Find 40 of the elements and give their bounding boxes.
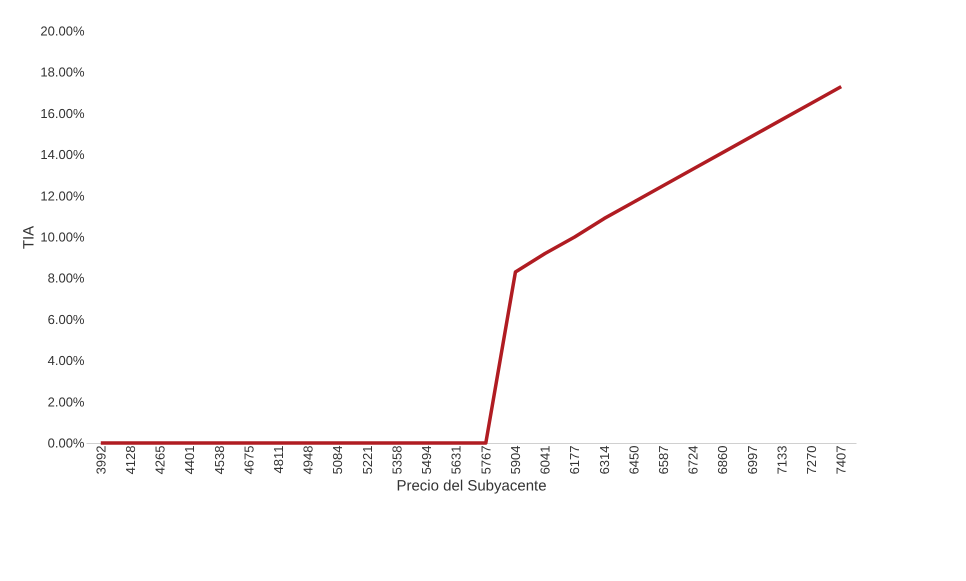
x-tick-label: 4128 (122, 446, 138, 474)
x-tick-label: 4538 (212, 446, 227, 474)
y-tick-label: 18.00% (40, 64, 85, 80)
x-tick-label: 5358 (389, 446, 404, 474)
y-tick-label: 0.00% (48, 436, 85, 450)
x-tick-label: 4675 (241, 446, 256, 474)
y-tick-label: 6.00% (48, 312, 85, 327)
y-tick-label: 2.00% (48, 394, 85, 410)
y-tick-label: 20.00% (40, 24, 85, 38)
y-tick-label: 14.00% (40, 147, 85, 162)
y-tick-label: 12.00% (40, 188, 85, 204)
x-tick-label: 6314 (596, 446, 612, 474)
x-tick-label: 6041 (538, 446, 553, 474)
y-axis-title: TIA (20, 226, 38, 250)
x-tick-label: 6997 (744, 446, 760, 474)
x-tick-label: 4401 (182, 446, 198, 474)
line-series (99, 84, 843, 445)
x-tick-label: 5494 (419, 446, 434, 474)
x-tick-label: 4811 (271, 446, 286, 474)
x-tick-label: 6450 (626, 446, 642, 474)
x-axis-title: Precio del Subyacente (396, 477, 547, 494)
y-tick-label: 10.00% (40, 230, 85, 244)
x-tick-label: 7270 (804, 446, 820, 474)
x-tick-label: 6587 (656, 446, 671, 474)
x-tick-label: 6724 (686, 446, 701, 474)
x-tick-label: 5084 (330, 446, 346, 474)
x-tick-label: 6177 (567, 446, 582, 474)
x-tick-label: 5631 (448, 446, 464, 474)
x-tick-label: 7407 (834, 446, 849, 474)
x-tick-label: 4948 (300, 446, 316, 474)
y-tick-label: 4.00% (48, 353, 85, 368)
x-tick-label: 6860 (715, 446, 730, 474)
y-tick-label: 16.00% (40, 106, 85, 121)
x-tick-label: 7133 (774, 446, 790, 474)
x-tick-label: 4265 (152, 446, 168, 474)
x-tick-label: 5767 (478, 446, 494, 474)
x-tick-label: 3992 (93, 446, 108, 474)
x-tick-label: 5221 (360, 446, 375, 474)
x-tick-label: 5904 (508, 446, 523, 474)
y-tick-label: 8.00% (48, 270, 85, 286)
